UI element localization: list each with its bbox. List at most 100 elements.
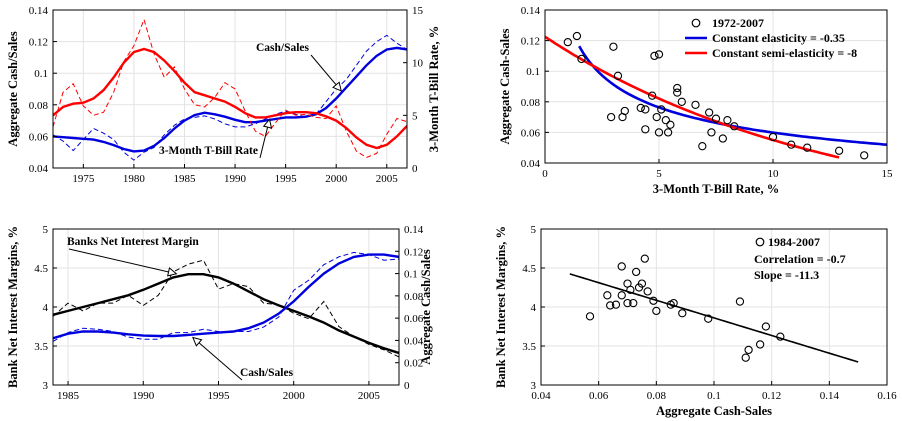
y-tick-label: 0.08 bbox=[29, 100, 49, 112]
data-point bbox=[649, 296, 658, 305]
data-point bbox=[718, 134, 727, 143]
data-point bbox=[711, 114, 721, 123]
y-axis-right-label: 3-Month T-Bill Rate, % bbox=[427, 26, 441, 152]
data-point bbox=[618, 112, 627, 122]
annotation-correlation: Correlation = -0.7 bbox=[754, 252, 846, 266]
series-line-cash_raw bbox=[53, 34, 407, 161]
data-point bbox=[640, 254, 649, 263]
data-point bbox=[606, 301, 615, 310]
y-axis-label: Bank Net Interest Margins, % bbox=[494, 226, 508, 388]
y-tick-label: 5 bbox=[43, 224, 49, 236]
y-tick-label: 3 bbox=[43, 380, 49, 392]
data-point bbox=[654, 128, 664, 137]
x-axis-label: 3-Month T-Bill Rate, % bbox=[653, 182, 779, 196]
data-point bbox=[669, 298, 678, 308]
y-right-tick-label: 0.06 bbox=[404, 313, 424, 325]
data-point bbox=[641, 125, 650, 134]
data-point bbox=[787, 140, 796, 149]
y-tick-label: 0.12 bbox=[521, 36, 540, 48]
x-tick-label: 1995 bbox=[207, 390, 230, 402]
legend-label: Constant elasticity = -0.35 bbox=[712, 31, 845, 45]
fit-line-fit bbox=[569, 273, 859, 363]
data-point bbox=[650, 51, 659, 61]
data-point bbox=[657, 105, 666, 114]
legend-label: 1972-2007 bbox=[712, 16, 764, 30]
x-tick-label: 1975 bbox=[72, 173, 95, 185]
y-tick-label: 3 bbox=[531, 380, 537, 392]
legend-label: 1984-2007 bbox=[768, 235, 820, 249]
y-axis-label: Bank Net Interest Margins, % bbox=[6, 226, 20, 388]
legend: 1984-2007 bbox=[755, 235, 820, 249]
legend-label: Constant semi-elasticity = -8 bbox=[712, 46, 857, 60]
data-point bbox=[603, 291, 612, 300]
panel-cash-vs-tbill-scatter: 0 5 10 15 0.04 0.06 0.08 0.1 0.12 0.14 Aggregate C… bbox=[498, 5, 893, 196]
data-point bbox=[705, 108, 714, 117]
data-point bbox=[723, 116, 732, 125]
annotation-label: Cash/Sales bbox=[256, 42, 310, 54]
series-line-nim_smooth bbox=[53, 273, 399, 355]
annotation-slope: Slope = -11.3 bbox=[754, 268, 819, 282]
y-tick-label: 0.14 bbox=[29, 5, 49, 17]
panel-nim-cash-timeseries: 1985 1990 1995 2000 2005 3 3.5 4 4.5 5 0 0.02 0.04 0.… bbox=[6, 224, 433, 402]
data-point bbox=[611, 300, 621, 309]
x-tick-label: 0.08 bbox=[647, 390, 667, 402]
annotation-arrow bbox=[68, 248, 177, 275]
data-point bbox=[632, 267, 641, 277]
y-tick-label: 3.5 bbox=[522, 341, 536, 353]
data-point bbox=[623, 298, 632, 308]
y-right-tick-label: 0 bbox=[404, 380, 410, 392]
data-point bbox=[643, 287, 652, 296]
annotation-arrowhead bbox=[332, 81, 342, 92]
x-tick-label: 1985 bbox=[57, 390, 80, 402]
data-point bbox=[860, 151, 869, 160]
legend-marker bbox=[755, 237, 765, 247]
y-tick-label: 0.06 bbox=[29, 131, 49, 143]
x-tick-label: 0 bbox=[542, 168, 548, 180]
data-point bbox=[648, 91, 657, 100]
series-line-cash_smooth bbox=[53, 46, 407, 153]
y-tick-label: 4 bbox=[531, 302, 537, 314]
data-point bbox=[617, 291, 626, 300]
data-point bbox=[617, 262, 626, 271]
y-tick-label: 4 bbox=[43, 302, 49, 314]
data-point bbox=[652, 112, 661, 122]
x-tick-label: 0.14 bbox=[820, 390, 840, 402]
series-line-tbill_raw bbox=[53, 17, 407, 159]
y-tick-label: 0.04 bbox=[521, 158, 541, 170]
y-right-tick-label: 0.14 bbox=[404, 224, 424, 236]
data-point bbox=[577, 54, 586, 64]
plot-frame bbox=[544, 9, 888, 164]
data-point bbox=[641, 105, 650, 114]
data-point bbox=[606, 112, 616, 122]
data-point bbox=[636, 103, 645, 113]
data-point bbox=[803, 143, 812, 152]
data-point bbox=[707, 128, 716, 137]
data-point bbox=[678, 309, 687, 318]
legend-marker bbox=[691, 18, 701, 28]
y-tick-label: 0.12 bbox=[29, 37, 48, 49]
data-point bbox=[609, 42, 618, 51]
data-point bbox=[691, 100, 700, 110]
y-axis-right-label: Aggregate Cash/Sales bbox=[419, 249, 433, 365]
y-right-tick-label: 0.08 bbox=[404, 291, 424, 303]
data-point bbox=[654, 50, 664, 59]
data-point bbox=[572, 31, 582, 41]
x-tick-label: 2000 bbox=[325, 173, 348, 185]
y-right-tick-label: 15 bbox=[412, 5, 424, 17]
data-point bbox=[744, 345, 753, 355]
y-tick-label: 0.08 bbox=[521, 97, 541, 109]
data-point bbox=[673, 83, 682, 93]
series-line-cash_raw bbox=[53, 251, 399, 342]
y-tick-label: 3.5 bbox=[34, 341, 48, 353]
x-tick-label: 0.16 bbox=[877, 390, 897, 402]
data-point bbox=[661, 116, 670, 125]
y-tick-label: 0.06 bbox=[521, 127, 541, 139]
annotation-arrow bbox=[192, 337, 243, 381]
data-point bbox=[613, 71, 623, 80]
x-tick-label: 15 bbox=[882, 168, 894, 180]
x-axis-label: Aggregate Cash-Sales bbox=[656, 404, 772, 418]
panel-cash-tbill-timeseries: 1975 1980 1985 1990 1995 2000 2005 0.04 0.06 0.08… bbox=[6, 5, 441, 185]
data-point bbox=[626, 285, 635, 294]
data-point bbox=[735, 297, 745, 306]
data-point bbox=[730, 122, 739, 131]
